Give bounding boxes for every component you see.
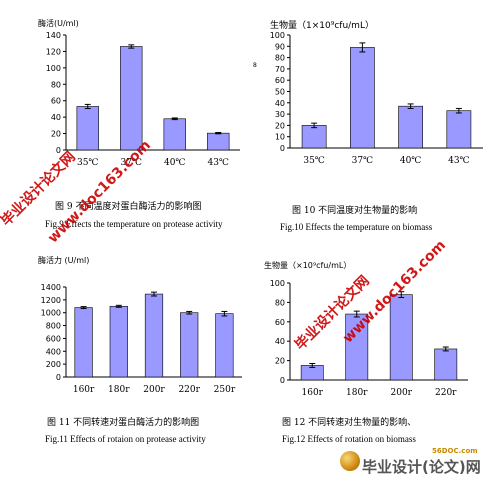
figure-caption-en: Fig.12 Effects of rotation on biomass (282, 434, 416, 444)
figure-caption-cn: 图 9 不同温度对蛋白酶活力的影响图 (55, 202, 202, 212)
x-tick-label: 160r (73, 385, 95, 395)
y-tick-label: 100 (270, 279, 285, 288)
y-tick-label: 120 (46, 47, 61, 56)
bar (434, 348, 458, 381)
y-axis-label: 酶活力 (U/ml) (38, 256, 90, 265)
chart-canvas: 0 200 400 600 800 1000 1200 1400 160r 180r 200r 220… (41, 283, 242, 395)
figure-caption-en: Fig.9 Effects the temperature on proteas… (45, 219, 223, 229)
bar (74, 307, 93, 378)
chart-canvas: 0 20 40 60 80 100 160r 180r 200r 220r (270, 279, 468, 398)
y-tick-label: 90 (275, 42, 285, 51)
y-tick-label: 70 (275, 65, 285, 74)
bar (109, 305, 128, 378)
y-tick-label: 40 (51, 113, 61, 122)
bar (446, 110, 472, 149)
y-tick-label: 1000 (41, 309, 61, 318)
chart-canvas: 0 20 40 60 80 100 120 140 35℃ 37℃ 40℃ 43℃ (46, 31, 240, 168)
x-tick-label: 43℃ (207, 158, 229, 168)
y-tick-label: 40 (275, 337, 285, 346)
y-tick-label: 60 (275, 76, 285, 85)
y-tick-label: 100 (46, 64, 61, 73)
x-tick-label: 40℃ (400, 156, 422, 166)
y-tick-label: 60 (275, 318, 285, 327)
x-tick-label: 180r (346, 388, 368, 398)
y-tick-label: 80 (51, 80, 61, 89)
x-tick-label: 180r (108, 385, 130, 395)
y-tick-label: 20 (275, 357, 285, 366)
y-tick-label: 80 (275, 298, 285, 307)
y-tick-label: 600 (46, 334, 61, 343)
logo-domain: 56DOC.com (432, 447, 478, 455)
x-tick-label: 200r (143, 385, 165, 395)
footer-logo: 56DOC.com 毕业设计(论文)网 (340, 447, 490, 476)
x-tick-label: 200r (391, 388, 413, 398)
y-tick-label: 20 (275, 121, 285, 130)
chart-rotation-protease: 酶活力 (U/ml) 0 200 400 600 800 1000 1200 1400 160r… (0, 235, 250, 450)
y-tick-label: 1200 (41, 296, 61, 305)
bar (144, 293, 164, 378)
figure-caption-cn: 图 10 不同温度对生物量的影响 (292, 206, 418, 216)
y-tick-label: 400 (46, 347, 61, 356)
bar (398, 105, 423, 149)
x-tick-label: 37℃ (352, 156, 374, 166)
chart-canvas: 0 10 20 30 40 50 60 70 80 90 100 35℃ 37℃ 40℃ 43℃ (270, 31, 483, 166)
x-tick-label: 35℃ (303, 156, 325, 166)
chart-rotation-biomass: 生物量（×10⁹cfu/mL） 0 20 40 60 80 100 160r 180r 200r… (250, 235, 499, 450)
y-axis-side-mark: 8 (253, 62, 257, 69)
figure-caption-en: Fig.11 Effects of rotaion on protease ac… (45, 434, 206, 444)
y-tick-label: 10 (275, 133, 285, 142)
figure-caption-en: Fig.10 Effects the temperature on biomas… (280, 222, 433, 232)
x-tick-label: 37℃ (120, 158, 142, 168)
x-tick-label: 43℃ (448, 156, 470, 166)
y-tick-label: 140 (46, 31, 61, 40)
logo-globe-icon (340, 451, 360, 471)
bar (389, 294, 413, 381)
logo-name: 毕业设计(论文)网 (362, 458, 481, 476)
bar (76, 106, 99, 151)
y-tick-label: 0 (56, 373, 61, 382)
bar (301, 125, 327, 149)
figure-caption-cn: 图 12 不同转速对生物量的影响、 (282, 418, 417, 428)
y-tick-label: 1400 (41, 283, 61, 292)
x-tick-label: 250r (214, 385, 236, 395)
y-tick-label: 0 (280, 144, 285, 153)
x-tick-label: 160r (302, 388, 324, 398)
bar (120, 46, 143, 151)
y-axis-label: 生物量（×10⁹cfu/mL） (264, 261, 352, 270)
y-tick-label: 60 (51, 97, 61, 106)
figure-caption-cn: 图 11 不同转速对蛋白酶活力的影响图 (47, 418, 200, 428)
chart-temperature-protease: 酶活(U/ml) 0 20 40 60 80 100 120 140 35℃ 37℃ 40℃ 43℃ … (0, 0, 250, 235)
x-tick-label: 40℃ (164, 158, 186, 168)
y-tick-label: 80 (275, 54, 285, 63)
y-tick-label: 0 (280, 376, 285, 385)
y-tick-label: 0 (56, 146, 61, 155)
bar (215, 313, 234, 378)
y-tick-label: 40 (275, 99, 285, 108)
y-tick-label: 200 (46, 360, 61, 369)
chart-temperature-biomass: 生物量（1×10⁹cfu/mL） 8 0 10 20 30 40 50 60 70 80 90 10… (250, 0, 499, 235)
y-axis-label: 酶活(U/ml) (38, 19, 79, 28)
x-tick-label: 220r (435, 388, 457, 398)
bar (207, 132, 230, 151)
y-tick-label: 800 (46, 322, 61, 331)
y-tick-label: 20 (51, 130, 61, 139)
y-axis-label: 生物量（1×10⁹cfu/mL） (270, 21, 374, 31)
bar (180, 312, 199, 378)
y-tick-label: 100 (270, 31, 285, 40)
bar (163, 118, 186, 151)
x-tick-label: 220r (178, 385, 200, 395)
y-tick-label: 30 (275, 110, 285, 119)
y-tick-label: 50 (275, 88, 285, 97)
x-tick-label: 35℃ (77, 158, 99, 168)
bar (350, 47, 375, 149)
